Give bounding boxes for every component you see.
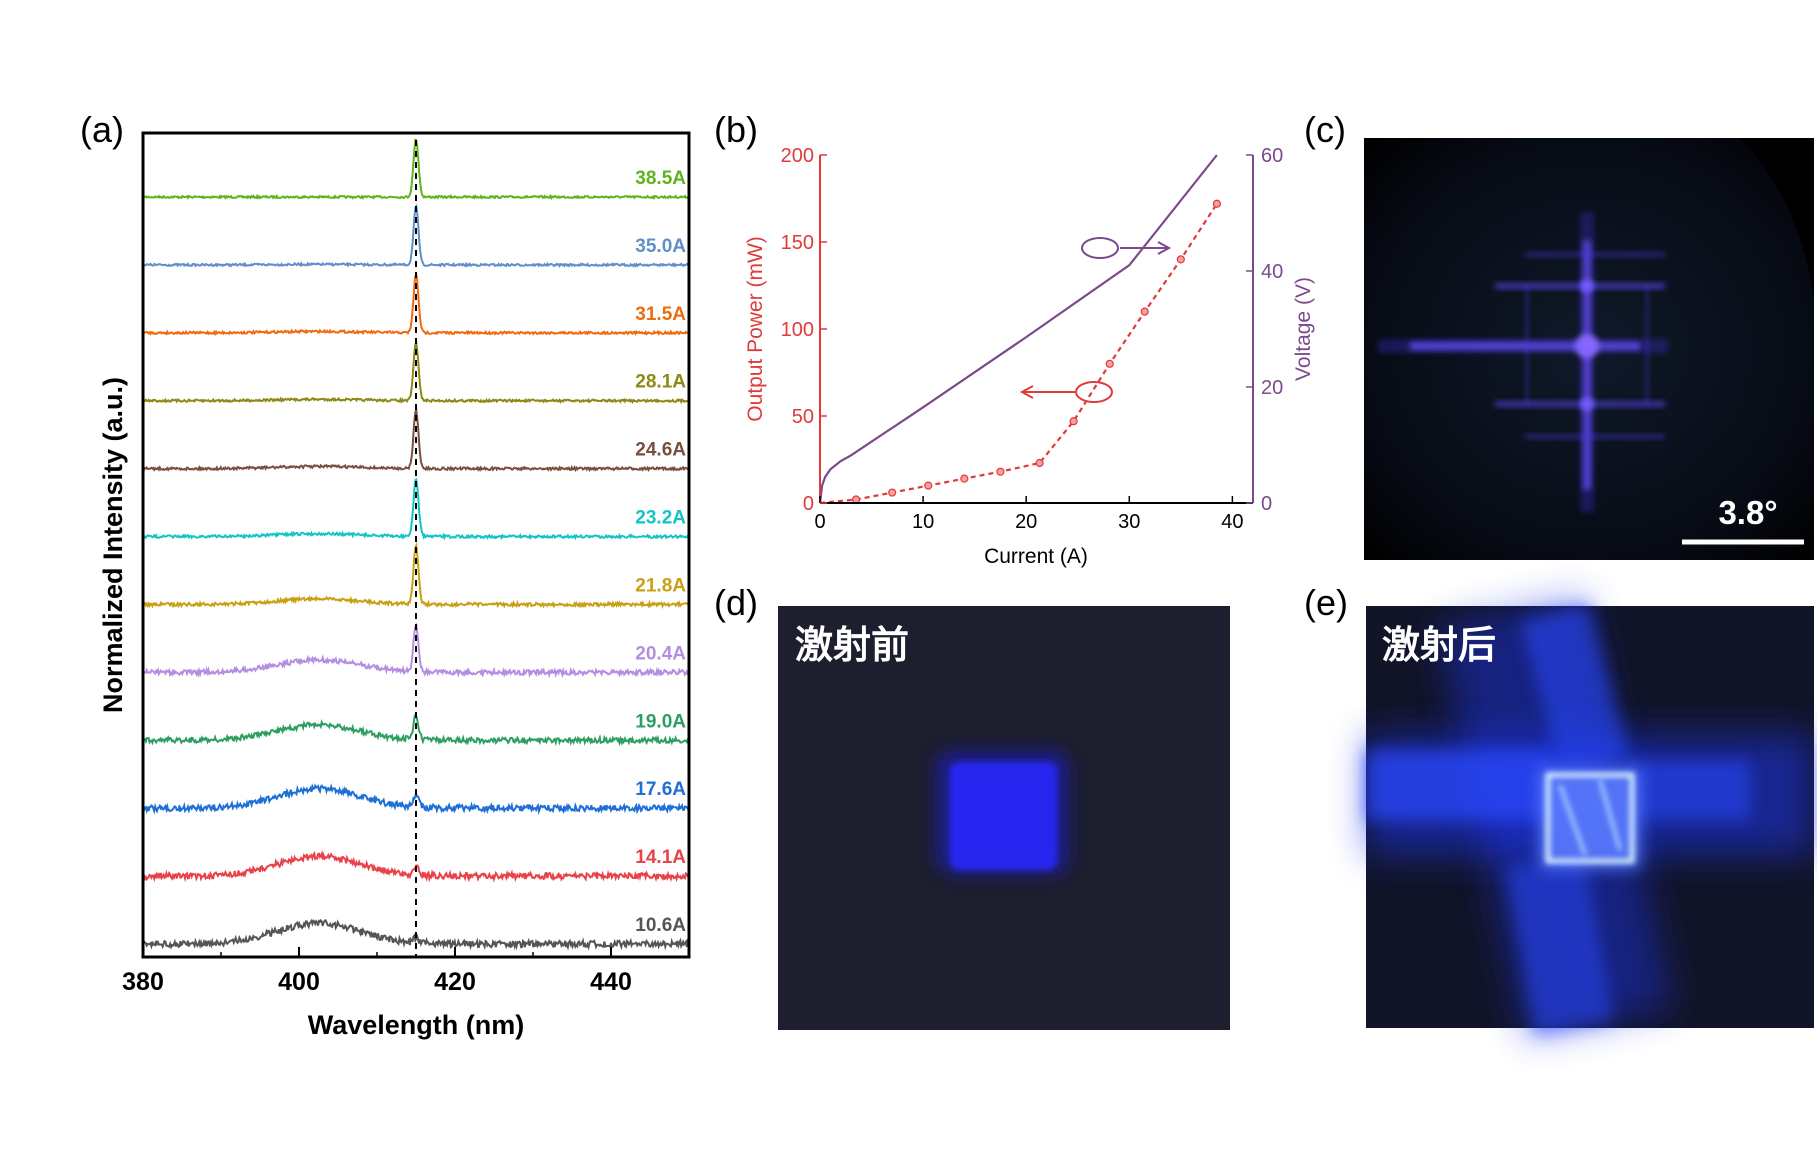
x-tick-label: 30 — [1118, 511, 1140, 533]
left-tick-label: 200 — [781, 145, 814, 167]
data-point — [1212, 199, 1222, 208]
data-point — [960, 474, 969, 483]
power-indicator-ellipse — [1075, 381, 1113, 403]
left-tick-label: 50 — [792, 406, 814, 428]
panel-b-label: (b) — [714, 109, 758, 150]
data-point — [1176, 255, 1185, 264]
series-line — [142, 541, 690, 610]
series-line — [142, 203, 689, 268]
diffraction-pattern — [1378, 212, 1668, 512]
right-tick-label: 40 — [1261, 261, 1283, 283]
series-label: 31.5A — [635, 304, 686, 325]
data-point — [1105, 359, 1114, 368]
left-tick-label: 0 — [803, 493, 814, 515]
right-tick-label: 20 — [1261, 377, 1283, 399]
panel-c: (c) 3.8° — [1304, 109, 1814, 560]
x-tick-label: 420 — [434, 968, 476, 996]
scale-bar-label: 3.8° — [1718, 494, 1777, 531]
dark-corner — [1740, 138, 1814, 300]
series-line — [142, 918, 690, 951]
before-lasing-caption: 激射前 — [795, 623, 909, 667]
panel-a-legend-labels: 38.5A 35.0A 31.5A 28.1A 24.6A 23.2A 21.8A 20.4A… — [635, 168, 686, 936]
data-point — [851, 495, 861, 504]
x-axis-label: Wavelength (nm) — [308, 1010, 525, 1040]
series-line — [818, 154, 1218, 504]
series-label: 21.8A — [635, 575, 686, 596]
data-point — [888, 488, 897, 497]
right-tick-label: 60 — [1261, 145, 1283, 167]
b-right-axis-label: Voltage (V) — [1292, 277, 1315, 381]
data-point — [1069, 417, 1078, 426]
series-line — [142, 783, 689, 816]
series-label: 10.6A — [635, 915, 686, 936]
x-tick-label: 440 — [590, 968, 632, 996]
panel-a-frame — [141, 131, 691, 959]
b-x-axis-label: Current (A) — [984, 545, 1088, 568]
y-axis-label: Normalized Intensity (a.u.) — [98, 377, 128, 713]
left-tick-label: 100 — [781, 319, 814, 341]
panel-d-label: (d) — [714, 582, 758, 623]
emission-square — [950, 762, 1057, 870]
series-label: 35.0A — [635, 236, 686, 257]
voltage-arrowhead — [1157, 241, 1172, 255]
panel-b-plot — [818, 154, 1222, 505]
data-point — [1140, 307, 1149, 316]
data-point — [1035, 458, 1044, 468]
series-label: 38.5A — [635, 168, 686, 189]
x-tick-label: 400 — [278, 968, 320, 996]
x-tick-label: 10 — [912, 511, 934, 533]
x-tick-label: 20 — [1015, 511, 1037, 533]
series-label: 19.0A — [635, 711, 686, 732]
right-tick-label: 0 — [1261, 493, 1272, 515]
panel-e-label: (e) — [1304, 582, 1348, 623]
left-tick-label: 150 — [781, 232, 814, 254]
b-left-axis-label: Output Power (mW) — [744, 236, 767, 422]
panel-e: (e) 激射后 — [1304, 582, 1814, 1039]
series-line — [142, 478, 690, 541]
panel-a-label: (a) — [80, 109, 124, 150]
series-line — [819, 203, 1218, 505]
panel-d: (d) 激射前 — [714, 582, 1230, 1030]
series-line — [143, 407, 690, 473]
series-label: 14.1A — [635, 847, 686, 868]
panel-a-xticks: 380 400 420 440 — [122, 947, 632, 996]
voltage-indicator-ellipse — [1081, 237, 1119, 259]
lasing-emission — [1366, 595, 1814, 1039]
series-label: 17.6A — [635, 779, 686, 800]
series-label: 24.6A — [635, 440, 686, 461]
after-lasing-caption: 激射后 — [1382, 623, 1496, 667]
series-label: 23.2A — [635, 508, 686, 529]
panel-a: (a) 380 400 420 440 38.5A 35.0A 31.5A 28.1A 24.… — [80, 109, 691, 1040]
x-tick-label: 0 — [814, 511, 825, 533]
panel-b-ticks: 0 10 20 30 40 0 50 100 150 200 0 20 40 60 — [781, 145, 1284, 533]
panel-b: (b) 0 10 20 30 40 0 50 100 150 200 0 20 40 60 Current… — [714, 109, 1315, 568]
x-tick-label: 40 — [1221, 511, 1243, 533]
data-point — [996, 467, 1005, 476]
series-label: 28.1A — [635, 372, 686, 393]
x-tick-label: 380 — [122, 968, 164, 996]
panel-c-label: (c) — [1304, 109, 1346, 150]
series-label: 20.4A — [635, 643, 686, 664]
data-point — [924, 481, 933, 490]
power-arrowhead — [1019, 385, 1034, 399]
